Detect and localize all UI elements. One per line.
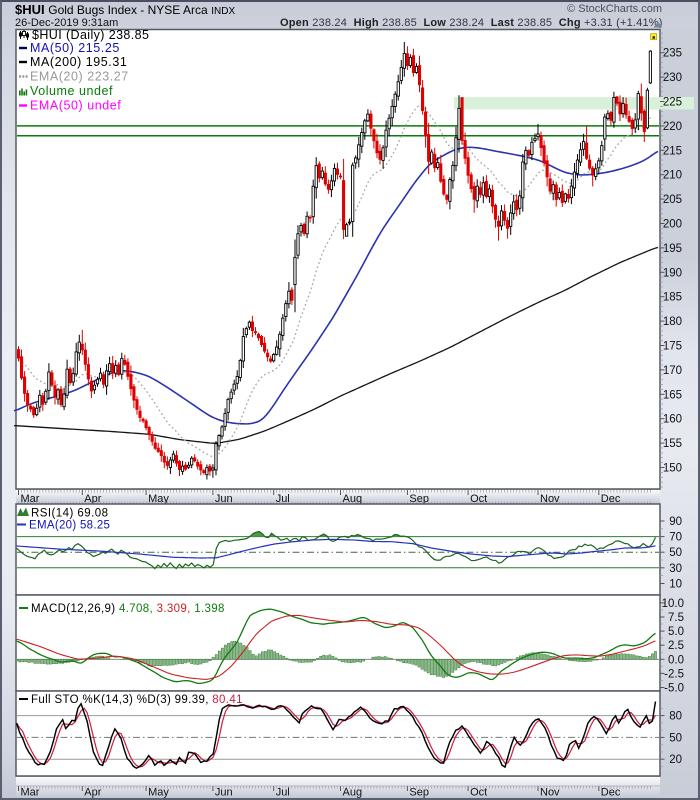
svg-text:190: 190 xyxy=(663,267,682,279)
svg-text:225: 225 xyxy=(663,97,682,109)
svg-text:Oct: Oct xyxy=(470,493,487,505)
svg-text:MA(200) 195.31: MA(200) 195.31 xyxy=(30,55,127,69)
svg-text:MA(50) 215.25: MA(50) 215.25 xyxy=(30,41,120,55)
svg-text:Nov: Nov xyxy=(540,493,560,505)
svg-text:90: 90 xyxy=(669,516,682,528)
svg-text:175: 175 xyxy=(663,341,682,353)
svg-text:50: 50 xyxy=(669,732,682,744)
svg-text:Apr: Apr xyxy=(84,787,101,799)
svg-text:Oct: Oct xyxy=(470,787,487,799)
svg-text:EMA(50) undef: EMA(50) undef xyxy=(30,99,121,113)
svg-text:220: 220 xyxy=(663,121,682,133)
svg-text:10: 10 xyxy=(669,579,682,591)
svg-text:200: 200 xyxy=(663,219,682,231)
svg-text:20: 20 xyxy=(669,754,682,766)
svg-text:Aug: Aug xyxy=(343,493,363,505)
svg-text:Nov: Nov xyxy=(540,787,560,799)
svg-text:165: 165 xyxy=(663,389,682,401)
svg-text:Jul: Jul xyxy=(276,787,290,799)
svg-text:Sep: Sep xyxy=(409,493,429,505)
svg-text:150: 150 xyxy=(663,463,682,475)
svg-text:50: 50 xyxy=(669,547,682,559)
svg-text:$HUI (Daily) 238.85: $HUI (Daily) 238.85 xyxy=(32,28,149,42)
svg-text:Dec: Dec xyxy=(601,493,621,505)
svg-text:Jul: Jul xyxy=(276,493,290,505)
svg-text:-2.5: -2.5 xyxy=(664,668,684,680)
svg-text:195: 195 xyxy=(663,243,682,255)
svg-text:205: 205 xyxy=(663,194,682,206)
svg-text:2.5: 2.5 xyxy=(668,640,684,652)
svg-text:215: 215 xyxy=(663,145,682,157)
svg-text:-5.0: -5.0 xyxy=(664,683,684,695)
svg-text:235: 235 xyxy=(663,48,682,60)
svg-text:Sep: Sep xyxy=(409,787,429,799)
svg-text:210: 210 xyxy=(663,170,682,182)
svg-text:Mar: Mar xyxy=(21,787,40,799)
svg-text:180: 180 xyxy=(663,316,682,328)
svg-text:230: 230 xyxy=(663,72,682,84)
svg-text:Jun: Jun xyxy=(215,787,233,799)
svg-text:155: 155 xyxy=(663,438,682,450)
svg-text:Jun: Jun xyxy=(215,493,233,505)
svg-text:EMA(20) 223.27: EMA(20) 223.27 xyxy=(30,70,129,84)
svg-text:May: May xyxy=(148,787,169,799)
svg-text:170: 170 xyxy=(663,365,682,377)
svg-text:5.0: 5.0 xyxy=(668,626,684,638)
svg-text:May: May xyxy=(148,493,169,505)
svg-text:7.5: 7.5 xyxy=(668,612,684,624)
svg-text:Aug: Aug xyxy=(343,787,363,799)
svg-text:0.0: 0.0 xyxy=(668,654,684,666)
svg-text:70: 70 xyxy=(669,532,682,544)
svg-text:30: 30 xyxy=(669,563,682,575)
svg-text:Apr: Apr xyxy=(84,493,101,505)
svg-text:160: 160 xyxy=(663,414,682,426)
svg-text:Volume undef: Volume undef xyxy=(30,84,113,98)
svg-text:Mar: Mar xyxy=(21,493,40,505)
svg-text:Full STO %K(14,3) %D(3) 99.39,: Full STO %K(14,3) %D(3) 99.39, 80.41 xyxy=(31,694,243,706)
svg-text:EMA(20) 58.25: EMA(20) 58.25 xyxy=(29,520,110,532)
svg-text:RSI(14) 69.08: RSI(14) 69.08 xyxy=(31,508,108,520)
svg-text:Dec: Dec xyxy=(601,787,621,799)
svg-text:185: 185 xyxy=(663,292,682,304)
svg-text:80: 80 xyxy=(669,711,682,723)
svg-text:MACD(12,26,9) 4.708, 3.309, 1.: MACD(12,26,9) 4.708, 3.309, 1.398 xyxy=(31,603,225,615)
svg-text:10.0: 10.0 xyxy=(662,598,684,610)
